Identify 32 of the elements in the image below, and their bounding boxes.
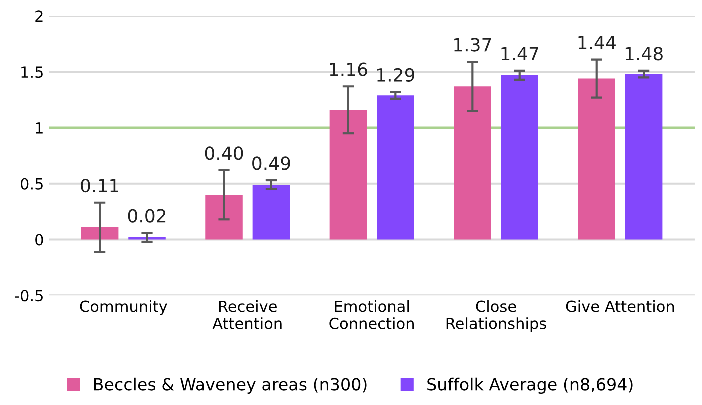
y-tick-label: 1	[36, 122, 43, 134]
bar	[377, 96, 414, 240]
bar	[81, 227, 119, 240]
bar	[625, 74, 663, 240]
data-label: 1.48	[626, 47, 663, 61]
data-label: 0.40	[205, 146, 244, 160]
y-tick-label: 1.5	[22, 66, 43, 78]
data-label: 1.37	[454, 38, 492, 52]
data-label: 1.47	[502, 47, 538, 61]
bar	[501, 75, 538, 240]
y-tick-label: 0	[36, 234, 44, 246]
bar	[252, 184, 290, 240]
legend-label: Suffolk Average (n8,694)	[428, 378, 633, 394]
y-tick-label: 0.5	[20, 178, 43, 190]
data-label: 1.16	[330, 62, 368, 76]
x-tick-label: Emotional Connection	[330, 300, 414, 330]
data-label: 1.29	[378, 68, 414, 82]
bar	[330, 110, 368, 240]
x-tick-label: Close Relationships	[446, 300, 546, 332]
data-label: 0.11	[81, 179, 118, 193]
data-label: 0.49	[252, 156, 290, 170]
y-tick-label: -0.5	[15, 290, 43, 302]
bar	[578, 78, 616, 240]
bar	[206, 195, 243, 240]
x-tick-label: Community	[80, 300, 168, 316]
data-label: 1.44	[578, 36, 616, 50]
bar	[454, 86, 492, 240]
data-label: 0.02	[128, 209, 166, 223]
x-tick-label: Give Attention	[566, 300, 674, 312]
y-tick-label: 2	[36, 10, 43, 22]
x-tick-label: Receive Attention	[212, 300, 282, 330]
legend-label: Beccles & Waveney areas (n300)	[94, 378, 367, 394]
